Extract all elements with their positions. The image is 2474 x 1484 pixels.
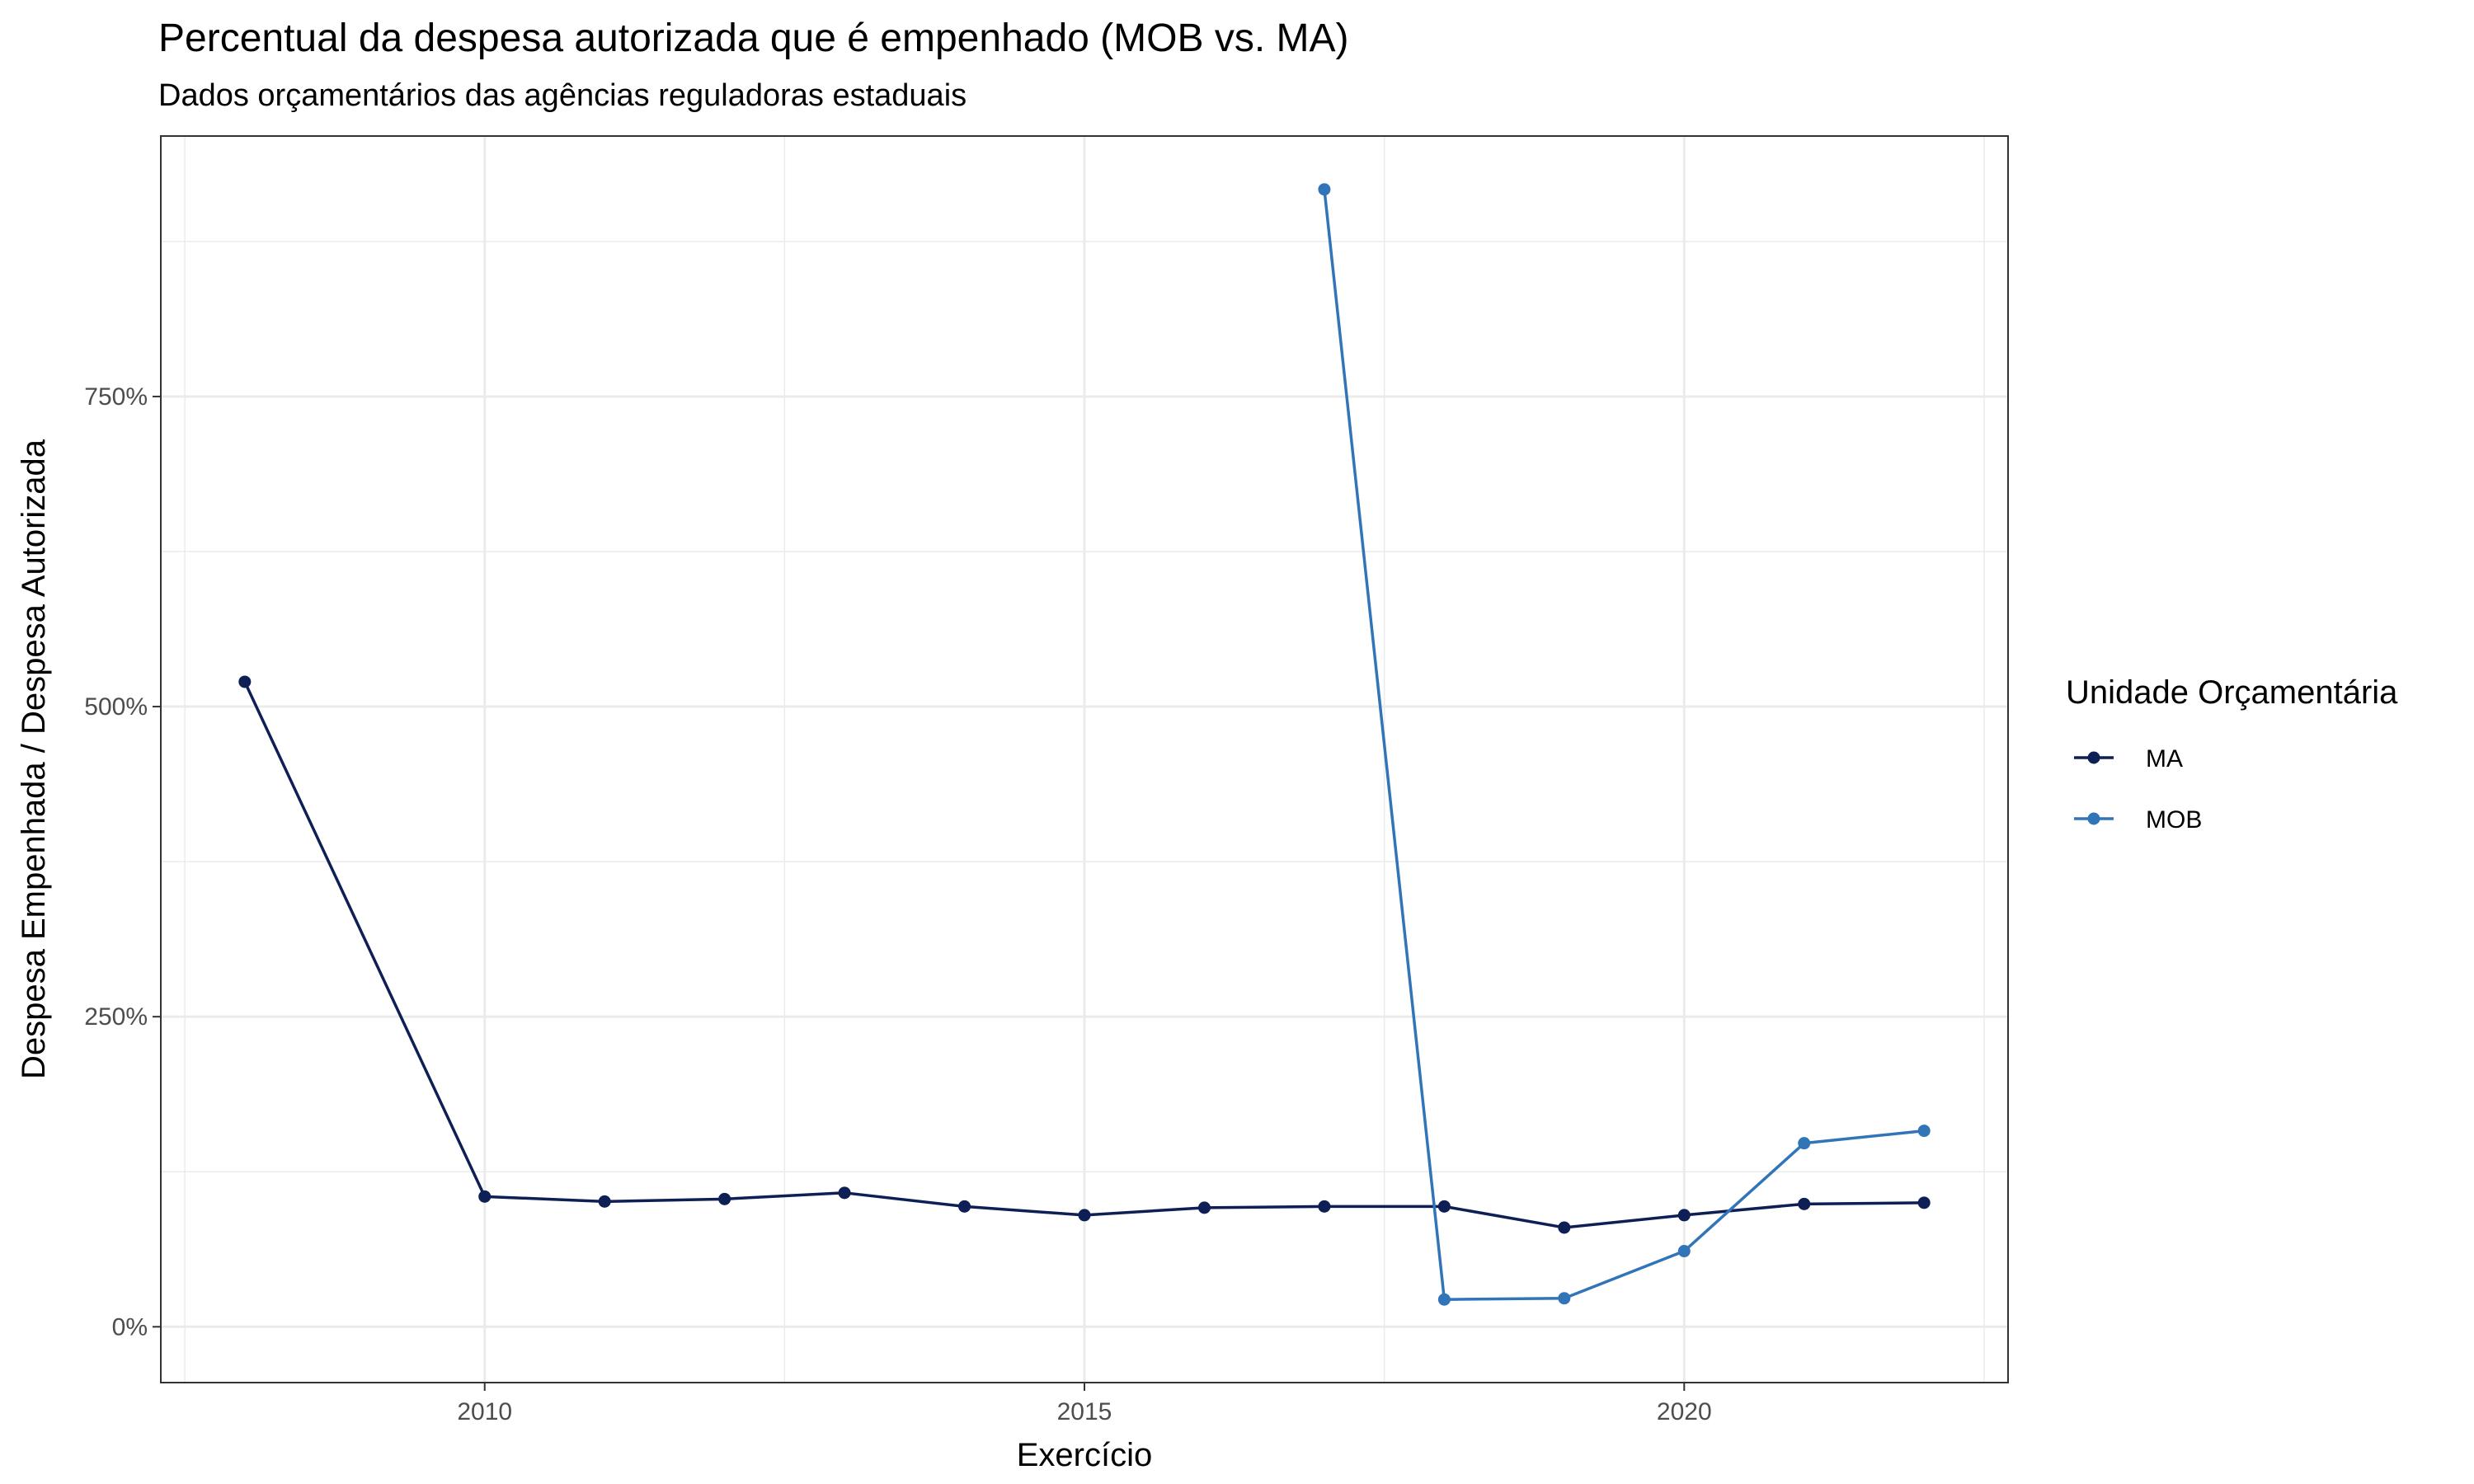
- legend-item-ma: MA: [2074, 745, 2183, 773]
- legend: Unidade Orçamentária MA MOB: [2066, 674, 2398, 834]
- point-mob: [1917, 1125, 1931, 1138]
- legend-title: Unidade Orçamentária: [2066, 674, 2398, 711]
- point-mob: [1558, 1292, 1571, 1305]
- series-layer: [238, 183, 1931, 1306]
- chart-subtitle: Dados orçamentários das agências regulad…: [158, 78, 967, 113]
- point-ma: [1798, 1197, 1811, 1210]
- line-mob: [1323, 189, 1925, 1301]
- series-mob: [1318, 183, 1931, 1306]
- series-ma: [238, 675, 1931, 1234]
- x-tick-label: 2015: [1057, 1398, 1112, 1425]
- legend-key-point: [2087, 751, 2100, 764]
- legend-item-mob: MOB: [2074, 806, 2202, 834]
- y-axis-title: Despesa Empenhada / Despesa Autorizada: [16, 439, 52, 1079]
- point-ma: [1078, 1209, 1091, 1222]
- point-ma: [598, 1195, 611, 1208]
- x-axis-title: Exercício: [1017, 1437, 1153, 1473]
- point-ma: [838, 1186, 851, 1200]
- point-mob: [1798, 1137, 1811, 1150]
- y-tick-label: 250%: [84, 1003, 148, 1031]
- point-ma: [238, 675, 252, 688]
- chart-title: Percentual da despesa autorizada que é e…: [158, 16, 1349, 60]
- grid: [161, 136, 2008, 1383]
- legend-key-point: [2087, 812, 2100, 825]
- point-ma: [718, 1192, 731, 1205]
- line-ma: [243, 681, 1925, 1229]
- point-mob: [1318, 183, 1331, 196]
- legend-label: MOB: [2146, 806, 2202, 834]
- axes: 2010 2015 2020 0% 250% 500% 750%: [84, 383, 1711, 1425]
- y-tick-label: 0%: [112, 1313, 148, 1341]
- x-tick-label: 2010: [457, 1398, 512, 1425]
- y-tick-label: 750%: [84, 383, 148, 411]
- point-ma: [958, 1200, 971, 1213]
- point-ma: [1558, 1221, 1571, 1234]
- legend-label: MA: [2146, 745, 2183, 773]
- point-ma: [1917, 1196, 1931, 1209]
- point-ma: [1677, 1209, 1691, 1222]
- y-tick-label: 500%: [84, 693, 148, 721]
- point-ma: [1197, 1201, 1211, 1214]
- point-ma: [1437, 1200, 1451, 1213]
- point-mob: [1677, 1245, 1691, 1258]
- point-ma: [1318, 1200, 1331, 1213]
- point-mob: [1437, 1293, 1451, 1306]
- point-ma: [478, 1190, 492, 1203]
- x-tick-label: 2020: [1657, 1398, 1712, 1425]
